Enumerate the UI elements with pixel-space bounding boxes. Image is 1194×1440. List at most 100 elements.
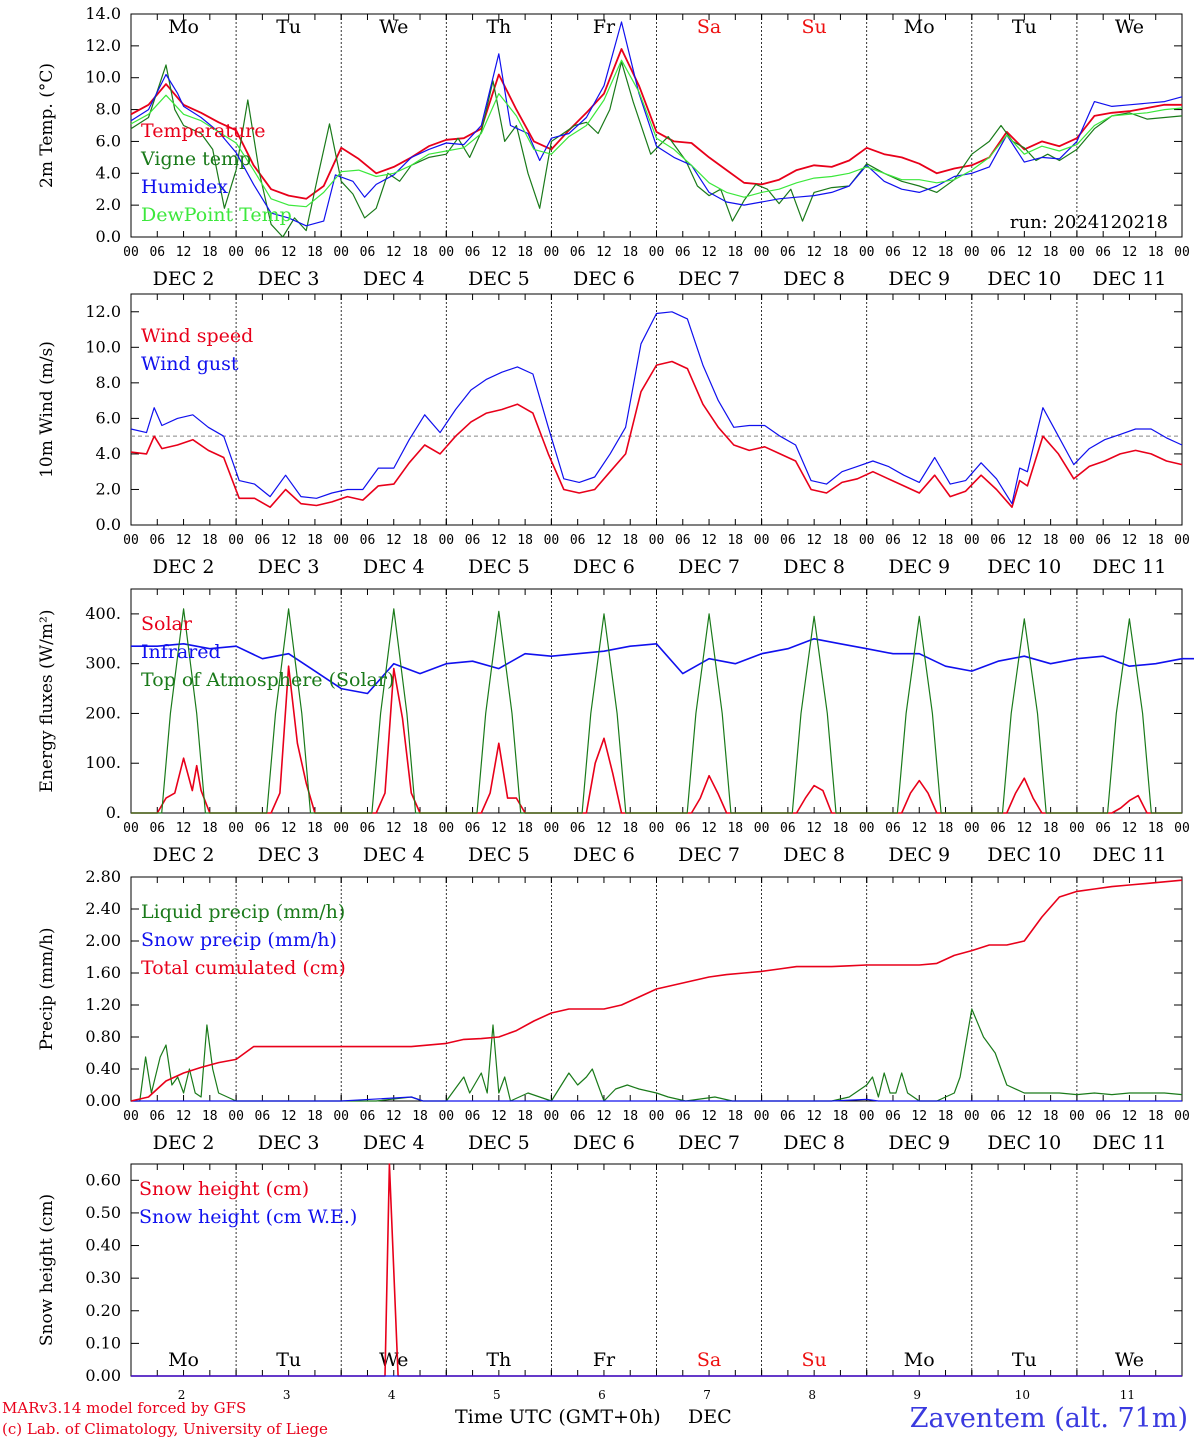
- hour-tick-label: 00: [649, 245, 665, 260]
- day-number-label: 11: [1120, 1388, 1135, 1402]
- hour-tick-label: 18: [307, 245, 323, 260]
- legend-entry: Top of Atmosphere (Solar): [141, 669, 394, 691]
- panel-wind: 0.0 2.0 4.0 6.0 8.0 10.0 12.0 10m Wind (m/s) 00 0…: [37, 293, 1190, 578]
- day-number-label: 5: [493, 1388, 501, 1402]
- hour-tick-label: 06: [570, 533, 586, 548]
- hour-tick-label: 12: [596, 245, 612, 260]
- hour-tick-label: 18: [1148, 821, 1164, 836]
- y-tick-label: 10.0: [85, 337, 121, 356]
- hour-tick-label: 12: [596, 533, 612, 548]
- date-label: DEC 3: [258, 1132, 320, 1154]
- y-tick-label: 2.00: [85, 931, 121, 950]
- y-tick-label: 2.0: [96, 195, 121, 214]
- hour-tick-label: 18: [622, 245, 638, 260]
- hour-tick-label: 00: [1174, 245, 1190, 260]
- y-tick-label: 0.30: [85, 1268, 121, 1287]
- y-tick-label: 10.0: [85, 68, 121, 87]
- date-label: DEC 11: [1093, 1132, 1167, 1154]
- legend-entry: Humidex: [141, 176, 228, 198]
- hour-tick-label: 18: [412, 1109, 428, 1124]
- date-label: DEC 5: [468, 1132, 530, 1154]
- hour-tick-label: 12: [1017, 1109, 1033, 1124]
- hour-tick-label: 18: [517, 533, 533, 548]
- model-credit: MARv3.14 model forced by GFS: [2, 1399, 246, 1417]
- hour-tick-label: 18: [1148, 1109, 1164, 1124]
- hour-tick-label: 12: [1017, 533, 1033, 548]
- hour-tick-label: 06: [780, 1109, 796, 1124]
- y-tick-label: 0.0: [96, 227, 121, 246]
- hour-tick-label: 00: [1174, 821, 1190, 836]
- date-label: DEC 2: [153, 844, 215, 866]
- hour-tick-label: 12: [1122, 1109, 1138, 1124]
- date-label: DEC 9: [888, 1132, 950, 1154]
- hour-tick-label: 00: [123, 533, 139, 548]
- hour-tick-label: 18: [622, 1109, 638, 1124]
- hour-tick-label: 00: [544, 1109, 560, 1124]
- hour-tick-label: 00: [438, 533, 454, 548]
- hour-tick-label: 00: [1069, 533, 1085, 548]
- hour-tick-label: 12: [491, 1109, 507, 1124]
- hour-tick-label: 12: [806, 821, 822, 836]
- hour-tick-label: 06: [990, 533, 1006, 548]
- day-number-label: 10: [1015, 1388, 1030, 1402]
- day-number-label: 9: [913, 1388, 921, 1402]
- hour-tick-label: 00: [754, 533, 770, 548]
- x-axis-label: Time UTC (GMT+0h): [455, 1406, 661, 1428]
- legend-entry: Solar: [141, 613, 193, 635]
- hour-tick-label: 12: [1017, 821, 1033, 836]
- hour-tick-label: 12: [386, 821, 402, 836]
- series-line-wind-speed: [130, 360, 1183, 509]
- hour-tick-label: 00: [1069, 1109, 1085, 1124]
- series-line-snow-precip-mm-h: [131, 1096, 1182, 1102]
- hour-tick-label: 06: [149, 533, 165, 548]
- hour-tick-label: 18: [727, 533, 743, 548]
- date-label: DEC 4: [363, 844, 425, 866]
- legend-entry: Liquid precip (mm/h): [141, 901, 345, 923]
- hour-tick-label: 00: [859, 245, 875, 260]
- date-label: DEC 6: [573, 556, 635, 578]
- weekday-label: Su: [802, 1349, 827, 1371]
- legend-entry: DewPoint Temp: [141, 204, 292, 226]
- hour-tick-label: 00: [649, 533, 665, 548]
- panel-snow: 0.00 0.10 0.20 0.30 0.40 0.50 0.60 Snow height …: [37, 1163, 1183, 1402]
- hour-tick-label: 12: [806, 1109, 822, 1124]
- hour-tick-label: 18: [622, 533, 638, 548]
- hour-tick-label: 18: [833, 1109, 849, 1124]
- y-axis-label: 10m Wind (m/s): [37, 341, 57, 478]
- hour-tick-label: 06: [780, 821, 796, 836]
- hour-tick-label: 12: [596, 1109, 612, 1124]
- date-label: DEC 2: [153, 556, 215, 578]
- y-axis-label: Energy fluxes (W/m²): [37, 610, 57, 793]
- weekday-label: Su: [802, 16, 827, 38]
- y-tick-label: 4.0: [96, 444, 121, 463]
- hour-tick-label: 00: [544, 533, 560, 548]
- series-line-vigne-temp: [130, 61, 1183, 238]
- y-tick-label: 8.0: [96, 100, 121, 119]
- weekday-label: Th: [486, 16, 511, 38]
- date-label: DEC 10: [987, 556, 1061, 578]
- hour-tick-label: 18: [622, 821, 638, 836]
- hour-tick-label: 06: [255, 1109, 271, 1124]
- hour-tick-label: 12: [491, 533, 507, 548]
- date-label: DEC 5: [468, 556, 530, 578]
- y-tick-label: 0.60: [85, 1170, 121, 1189]
- weekday-label: We: [1115, 16, 1144, 38]
- hour-tick-label: 18: [727, 1109, 743, 1124]
- date-label: DEC 2: [153, 268, 215, 290]
- hour-tick-label: 00: [228, 821, 244, 836]
- hour-tick-label: 18: [833, 533, 849, 548]
- weekday-label: We: [1115, 1349, 1144, 1371]
- y-tick-label: 0.00: [85, 1366, 121, 1385]
- weekday-label: Mo: [904, 16, 935, 38]
- hour-tick-label: 18: [307, 1109, 323, 1124]
- weekday-label: We: [379, 1349, 408, 1371]
- hour-tick-label: 18: [202, 821, 218, 836]
- date-label: DEC 3: [258, 268, 320, 290]
- date-label: DEC 5: [468, 268, 530, 290]
- date-label: DEC 10: [987, 844, 1061, 866]
- day-number-label: 7: [703, 1388, 711, 1402]
- date-label: DEC 2: [153, 1132, 215, 1154]
- hour-tick-label: 12: [1122, 821, 1138, 836]
- y-tick-label: 12.0: [85, 36, 121, 55]
- legend-entry: Temperature: [141, 120, 265, 142]
